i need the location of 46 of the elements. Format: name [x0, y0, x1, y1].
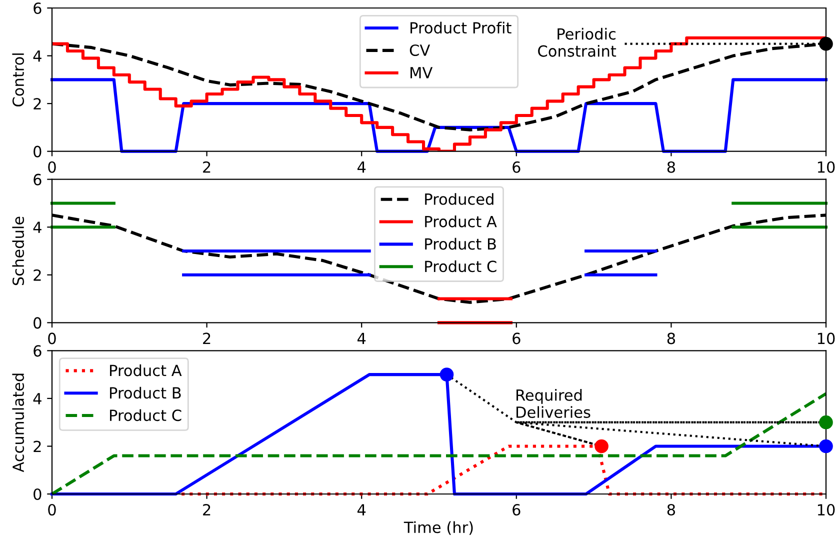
y-tick-label: 0: [34, 488, 42, 500]
x-tick-label: 8: [667, 504, 676, 516]
y-tick-label: 6: [34, 2, 42, 14]
legend-label: Produced: [425, 193, 494, 205]
y-tick-label: 4: [33, 50, 42, 62]
x-tick-label: 2: [203, 504, 210, 516]
x-tick-label: 6: [512, 504, 520, 516]
x-tick-label: 8: [667, 332, 676, 344]
legend-label: Product Profit: [410, 22, 512, 34]
x-tick-label: 4: [357, 504, 366, 516]
legend-label: Product B: [110, 386, 181, 399]
x-tick-label: 10: [818, 161, 835, 173]
y-tick-label: 4: [33, 393, 42, 404]
legend-label: Product C: [110, 409, 182, 422]
annotation: Periodic Constraint: [538, 28, 616, 57]
legend-label: Product B: [425, 238, 496, 250]
y-tick-label: 4: [33, 222, 42, 233]
x-tick-label: 10: [818, 332, 835, 344]
y-tick-label: 2: [34, 440, 41, 452]
y-tick-label: 6: [34, 174, 42, 186]
x-tick-label: 0: [48, 161, 56, 173]
legend-label: Product C: [425, 260, 496, 272]
y-tick-label: 2: [34, 98, 41, 110]
x-tick-label: 6: [512, 332, 520, 344]
y-tick-label: 2: [34, 269, 41, 281]
y-axis-title: Control: [12, 53, 24, 106]
x-tick-label: 4: [357, 162, 366, 173]
x-tick-label: 4: [357, 332, 366, 344]
x-tick-label: 8: [667, 161, 676, 173]
x-tick-label: 0: [48, 332, 56, 344]
x-tick-label: 2: [203, 161, 210, 173]
legend-label: Product A: [110, 364, 182, 376]
legend-label: Product A: [425, 216, 497, 228]
y-tick-label: 6: [34, 345, 42, 357]
x-tick-label: 2: [203, 332, 210, 344]
x-tick-label: 10: [818, 504, 835, 516]
y-axis-title: Accumulated: [12, 374, 24, 472]
legend-label: CV: [410, 44, 430, 56]
legend-label: MV: [410, 67, 433, 78]
y-axis-title: Schedule: [12, 216, 24, 286]
y-tick-label: 0: [34, 317, 42, 329]
x-axis-title: Time (hr): [404, 521, 473, 535]
annotation: Required Deliveries: [516, 389, 590, 418]
x-tick-label: 6: [512, 161, 520, 173]
x-tick-label: 0: [48, 504, 56, 516]
y-tick-label: 0: [34, 146, 42, 158]
